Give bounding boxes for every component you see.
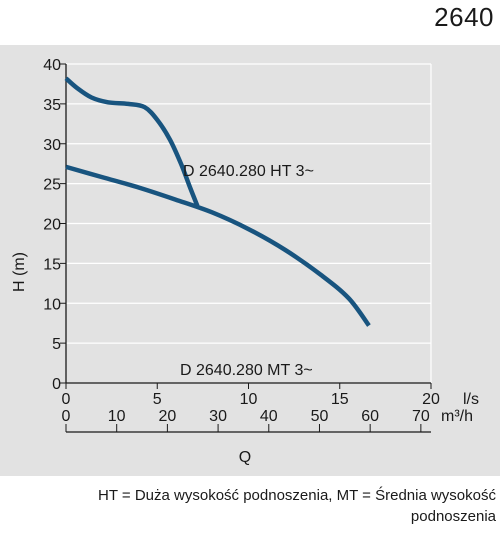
footnote-line-2: podnoszenia xyxy=(410,508,496,525)
x2-tick-label: 20 xyxy=(158,408,176,425)
x-tick-label: 20 xyxy=(422,391,440,408)
y-tick-label: 35 xyxy=(43,97,61,114)
series-labels: D 2640.280 HT 3~ D 2640.280 MT 3~ xyxy=(180,163,314,379)
series-label-2: D 2640.280 MT 3~ xyxy=(180,362,313,379)
x-axis-label: Q xyxy=(239,449,251,466)
y-axis-label: H (m) xyxy=(11,252,28,292)
model-number: 2640 xyxy=(434,2,494,32)
x2-tick-label: 60 xyxy=(361,408,379,425)
x2-tick-label: 70 xyxy=(412,408,430,425)
x2-tick-label: 30 xyxy=(209,408,227,425)
y-tick-label: 20 xyxy=(43,217,61,234)
axes xyxy=(60,63,432,433)
x-unit-label: l/s xyxy=(463,391,479,408)
x2-tick-label: 40 xyxy=(260,408,278,425)
series-lines xyxy=(64,76,371,327)
series-label-1: D 2640.280 HT 3~ xyxy=(183,163,314,180)
y-tick-label: 15 xyxy=(43,256,61,273)
gridlines xyxy=(66,63,432,383)
chart-panel: 0 5 10 15 20 25 30 35 40 0 5 10 15 20 l/s 0 10 20 30 40 50 60… xyxy=(0,45,500,476)
y-tick-label: 25 xyxy=(43,177,61,194)
footnote: HT = Duża wysokość podnoszenia, MT = Śre… xyxy=(4,485,496,527)
series-line-2 xyxy=(65,164,371,327)
pump-curve-chart: 0 5 10 15 20 25 30 35 40 0 5 10 15 20 l/s 0 10 20 30 40 50 60… xyxy=(11,57,479,466)
x-tick-label: 0 xyxy=(62,391,71,408)
x2-tick-label: 10 xyxy=(108,408,126,425)
x2-tick-label: 0 xyxy=(62,408,71,425)
footnote-line-1: HT = Duża wysokość podnoszenia, MT = Śre… xyxy=(98,487,496,504)
y-tick-label: 30 xyxy=(43,137,61,154)
x2-unit-label: m³/h xyxy=(441,408,473,425)
x-tick-label: 15 xyxy=(331,391,349,408)
x-tick-label: 10 xyxy=(240,391,258,408)
x-tick-label: 5 xyxy=(153,391,162,408)
series-line-1 xyxy=(64,76,200,207)
x2-tick-label: 50 xyxy=(311,408,329,425)
y-tick-label: 40 xyxy=(43,57,61,74)
y-tick-label: 10 xyxy=(43,296,61,313)
tick-labels: 0 5 10 15 20 25 30 35 40 0 5 10 15 20 l/s 0 10 20 30 40 50 60… xyxy=(43,57,479,425)
y-tick-label: 0 xyxy=(52,376,61,393)
y-tick-label: 5 xyxy=(52,336,61,353)
